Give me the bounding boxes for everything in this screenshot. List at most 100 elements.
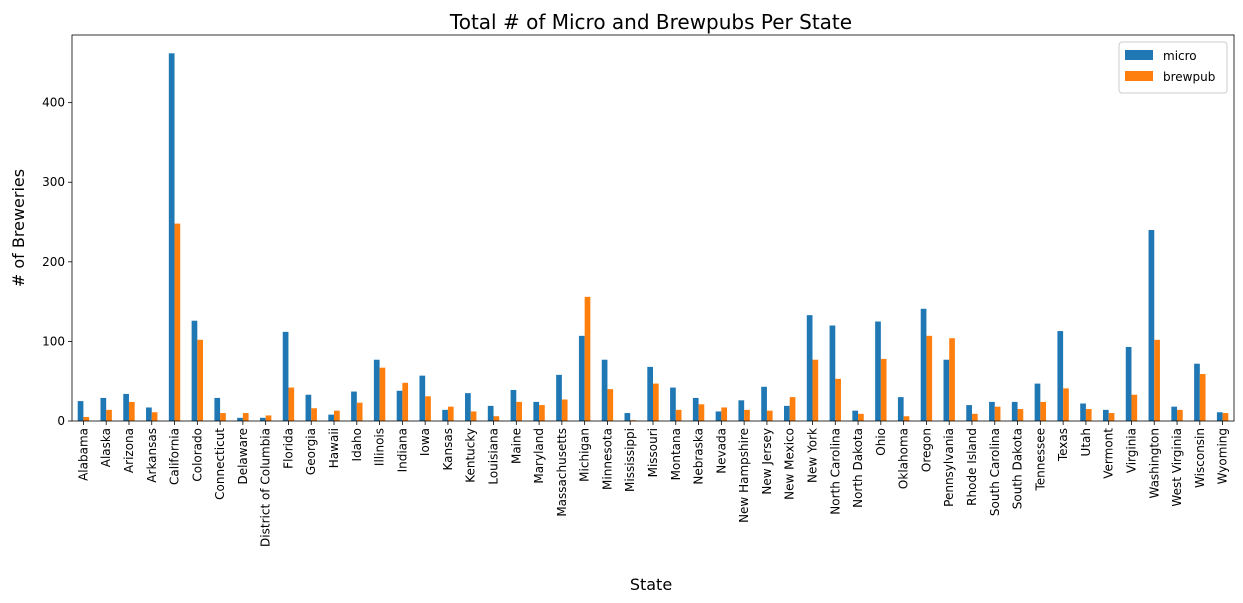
x-tick-label: Kansas [441, 428, 455, 470]
bar-micro [77, 401, 84, 421]
bar-micro [829, 325, 836, 421]
bar-brewpub [539, 405, 545, 421]
x-tick-label: Wisconsin [1193, 428, 1207, 488]
x-tick-label: Idaho [350, 428, 364, 461]
bar-brewpub [151, 412, 158, 421]
x-tick-label: Maine [509, 428, 523, 464]
x-tick-label: Alabama [76, 428, 90, 481]
x-tick-label: Massachusetts [555, 428, 569, 517]
bar-micro [510, 389, 517, 421]
bar-brewpub [926, 335, 933, 421]
x-tick-label: New Mexico [783, 428, 797, 500]
x-axis-title: State [630, 575, 672, 594]
bar-micro [237, 417, 243, 421]
bar-brewpub [379, 367, 386, 421]
bar-micro [214, 397, 221, 421]
bar-brewpub [653, 383, 659, 421]
series-micro [77, 53, 1223, 422]
bar-micro [1080, 403, 1086, 421]
bar-micro [1102, 409, 1109, 421]
bar-brewpub [1108, 413, 1115, 421]
bar-brewpub [880, 358, 887, 421]
y-tick-label: 100 [42, 334, 65, 348]
x-tick-label: Vermont [1102, 428, 1116, 479]
bar-brewpub [561, 399, 568, 421]
x-tick-label: California [168, 428, 182, 485]
x-tick-label: Connecticut [213, 428, 227, 500]
x-tick-label: Wyoming [1216, 428, 1230, 484]
y-axis-title: # of Breweries [9, 169, 28, 287]
x-tick-label: Delaware [236, 428, 250, 485]
x-tick-label: Michigan [578, 428, 592, 482]
bar-brewpub [971, 413, 978, 421]
bar-brewpub [197, 339, 204, 421]
bar-brewpub [106, 409, 112, 421]
bar-brewpub [1040, 401, 1047, 421]
plot-area: 0 100 200 300 400 Alabama Alaska Arizona Arkansa… [42, 34, 1235, 547]
x-tick-label: Maryland [532, 428, 546, 484]
x-tick-label: Nebraska [692, 428, 706, 485]
x-tick-label: Mississippi [623, 428, 637, 492]
bar-brewpub [1017, 409, 1024, 421]
x-tick-label: Minnesota [600, 428, 614, 490]
x-tick-label: Oklahoma [897, 428, 911, 489]
bar-brewpub [1063, 388, 1069, 421]
bar-micro [943, 359, 950, 421]
bar-micro [259, 417, 266, 421]
bar-brewpub [766, 410, 773, 421]
bar-micro [1125, 346, 1132, 421]
bar-brewpub [174, 223, 181, 421]
x-tick-label: Kentucky [464, 428, 478, 483]
bar-micro [305, 394, 312, 421]
bar-brewpub [1085, 409, 1092, 421]
bar-brewpub [242, 413, 249, 421]
bar-brewpub [334, 410, 340, 421]
x-tick-label: Colorado [190, 428, 204, 482]
bar-brewpub [220, 413, 226, 421]
bar-brewpub [675, 409, 682, 421]
x-tick-label: Hawaii [327, 428, 341, 468]
bar-brewpub [721, 407, 728, 421]
bar-brewpub [1222, 413, 1229, 421]
bar-brewpub [835, 378, 841, 421]
bar-micro [191, 320, 198, 421]
bar-micro [146, 407, 152, 421]
bar-micro [1194, 363, 1200, 421]
chart-title: Total # of Micro and Brewpubs Per State [449, 10, 852, 34]
x-tick-label: Virginia [1124, 428, 1138, 473]
bar-micro [647, 366, 653, 421]
bar-brewpub [698, 404, 705, 421]
bar-brewpub [1131, 394, 1138, 421]
bar-brewpub [493, 416, 500, 421]
bar-micro [1057, 331, 1064, 421]
x-tick-label: Nevada [714, 428, 728, 474]
bar-micro [282, 331, 289, 421]
legend: micro brewpub [1118, 41, 1228, 94]
bar-micro [123, 393, 129, 421]
bar-brewpub [994, 406, 1001, 421]
bar-micro [419, 375, 426, 421]
bar-micro [533, 401, 540, 421]
bar-micro [784, 405, 790, 421]
x-tick-label: Montana [669, 428, 683, 480]
bar-brewpub [1154, 339, 1160, 421]
x-tick-label: Georgia [304, 428, 318, 475]
legend-label-micro: micro [1163, 49, 1197, 63]
bar-brewpub [858, 413, 864, 421]
bar-brewpub [607, 389, 614, 421]
legend-swatch-micro [1125, 50, 1153, 60]
x-tick-label: Alaska [99, 428, 113, 467]
x-tick-label: New Jersey [760, 428, 774, 495]
bar-micro [715, 411, 722, 421]
bar-micro [875, 321, 881, 421]
bar-micro [852, 410, 859, 421]
bar-micro [761, 386, 767, 421]
bar-brewpub [288, 387, 295, 421]
bar-brewpub [425, 396, 431, 421]
bar-micro [897, 397, 904, 421]
x-tick-label: Rhode Island [965, 428, 979, 506]
x-tick-label: Indiana [395, 428, 409, 472]
bar-micro [100, 397, 107, 421]
series-brewpub [83, 223, 1229, 421]
